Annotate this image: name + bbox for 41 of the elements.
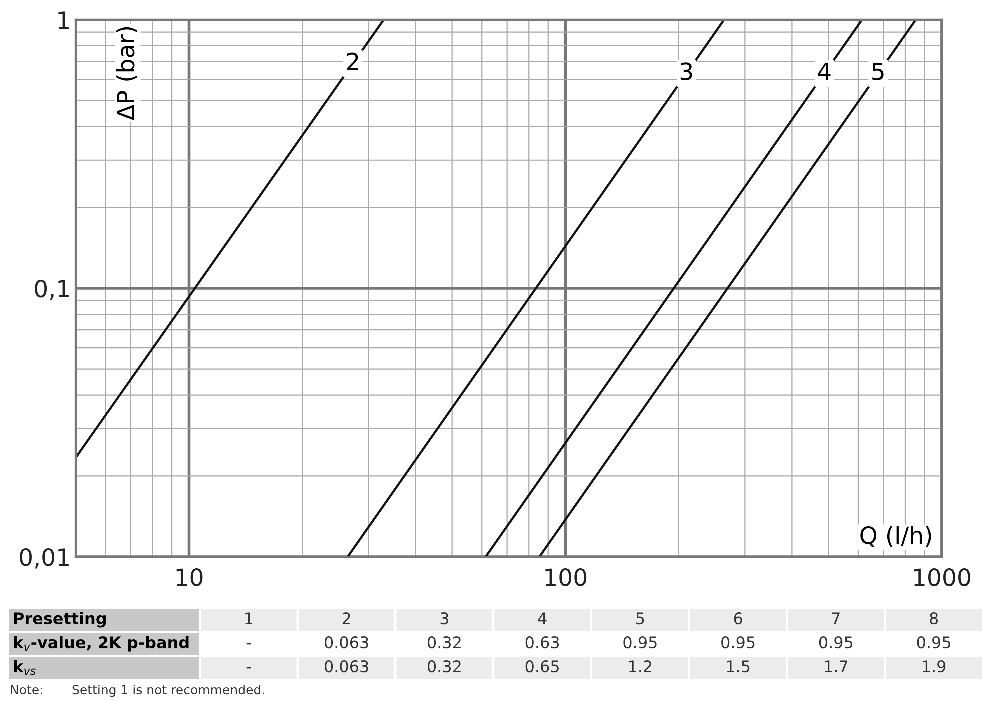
y-tick-label: 0,1 bbox=[35, 280, 69, 300]
y-axis-title: ΔP (bar) bbox=[116, 27, 138, 121]
text: 4 bbox=[538, 612, 547, 624]
text: 3 bbox=[440, 612, 448, 625]
text: 0.65 bbox=[526, 660, 559, 673]
text: 0.063 bbox=[325, 660, 368, 673]
text: 6 bbox=[734, 612, 742, 625]
text: 0.95 bbox=[819, 636, 853, 649]
text: k$_{v}$-value, 2K p-band bbox=[14, 636, 189, 652]
text: 0.32 bbox=[428, 636, 461, 649]
text: 0.95 bbox=[722, 636, 755, 649]
x-tick-label: 10 bbox=[176, 568, 203, 586]
x-axis-title: Q (l/h) bbox=[860, 526, 932, 548]
series-label: 3 bbox=[680, 62, 692, 81]
text: k$_{vs}$ bbox=[14, 660, 36, 676]
text: 0.063 bbox=[325, 636, 368, 649]
text: 0.95 bbox=[624, 636, 657, 649]
series-label: 4 bbox=[818, 62, 831, 80]
text: - bbox=[246, 643, 252, 645]
text: - bbox=[246, 667, 252, 669]
text: 1 bbox=[246, 612, 253, 624]
text: 5 bbox=[636, 612, 644, 625]
text: 1.7 bbox=[825, 660, 848, 672]
text: 2 bbox=[342, 612, 350, 624]
y-tick-label: 0,01 bbox=[20, 548, 69, 569]
text: 7 bbox=[832, 612, 840, 624]
text: Setting 1 is not recommended. bbox=[72, 684, 264, 698]
text: Presetting bbox=[14, 612, 106, 628]
text: 0.95 bbox=[917, 636, 950, 649]
text: 1.9 bbox=[923, 660, 946, 673]
text: Note: bbox=[11, 685, 42, 695]
y-tick-label: 1 bbox=[58, 12, 69, 29]
x-tick-label: 100 bbox=[546, 568, 587, 586]
text: 1.2 bbox=[629, 660, 652, 672]
text: 0.63 bbox=[526, 636, 560, 649]
text: 8 bbox=[930, 612, 938, 625]
series-label: 5 bbox=[872, 62, 884, 81]
x-tick-label: 1000 bbox=[914, 568, 970, 586]
text: 1.5 bbox=[727, 660, 750, 673]
text: 0.32 bbox=[428, 660, 461, 673]
series-label: 2 bbox=[347, 52, 358, 70]
